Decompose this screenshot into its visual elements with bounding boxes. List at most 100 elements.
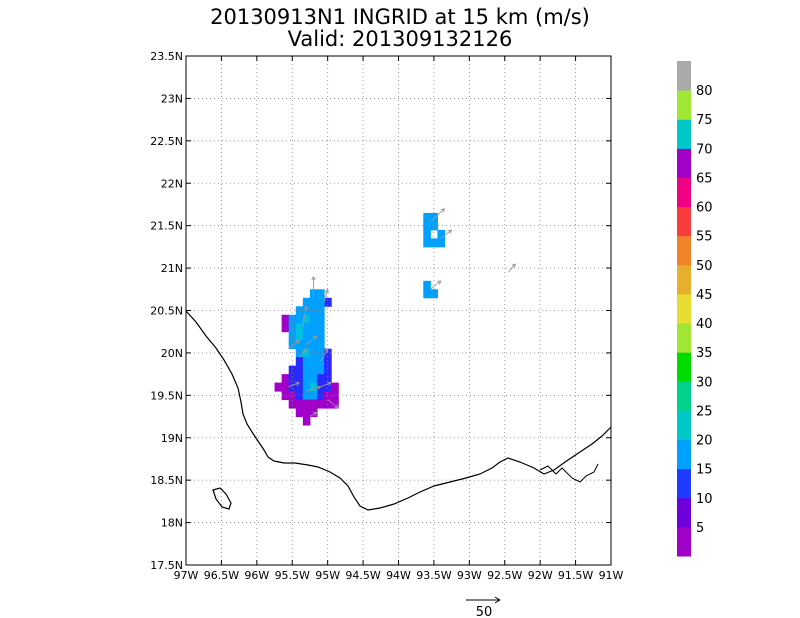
wind-vector-head: [311, 276, 316, 281]
x-tick-label: 97W: [174, 569, 199, 582]
wind-vector: [323, 289, 329, 303]
wind-cell: [288, 323, 297, 333]
colorbar-label: 45: [696, 288, 713, 303]
wind-cell: [309, 297, 318, 307]
wind-vector: [507, 263, 516, 273]
wind-cell: [295, 323, 304, 333]
lagoon-outline: [539, 463, 599, 483]
wind-cell: [302, 365, 311, 375]
y-axis-ticks: 17.5N 18N 18.5N 19N 19.5N 20N 20.5N 21N 21.5N 22N…: [150, 50, 611, 572]
wind-cell: [324, 374, 332, 384]
colorbar-label: 75: [696, 113, 713, 128]
wind-cell: [302, 416, 311, 426]
wind-cell: [295, 340, 304, 350]
y-tick-label: 23.5N: [150, 50, 183, 63]
x-tick-label: 96.5W: [204, 569, 239, 582]
wind-cell: [281, 323, 290, 333]
wind-vector: [440, 229, 452, 239]
chart-subtitle: Valid: 201309132126: [287, 27, 513, 51]
wind-vector-head: [313, 335, 318, 340]
wind-cell: [331, 382, 339, 392]
colorbar-swatch: [677, 352, 691, 382]
wind-cell: [430, 238, 438, 248]
colorbar-swatch: [677, 177, 691, 208]
wind-cell: [324, 357, 332, 367]
wind-cell: [423, 238, 431, 248]
wind-cell: [324, 391, 332, 401]
colorbar-label: 35: [696, 346, 713, 361]
wind-cell: [324, 382, 332, 392]
colorbar-label: 40: [696, 317, 713, 332]
wind-cell: [317, 357, 325, 367]
reference-vector-label: 50: [476, 605, 493, 618]
wind-cell: [423, 280, 431, 290]
colorbar-label: 60: [696, 201, 713, 216]
y-tick-label: 20.5N: [150, 305, 183, 318]
colorbar-swatch: [677, 323, 691, 353]
wind-cell: [295, 408, 304, 418]
wind-cell: [437, 229, 446, 239]
wind-cell: [295, 306, 304, 316]
colorbar-swatch: [677, 381, 691, 411]
y-tick-label: 22N: [161, 177, 183, 190]
wind-cell: [281, 382, 290, 392]
x-tick-label: 91.5W: [558, 569, 593, 582]
wind-cell: [309, 382, 318, 392]
wind-cell: [295, 391, 304, 401]
wind-cell: [324, 297, 332, 307]
x-tick-label: 92W: [528, 569, 553, 582]
x-tick-label: 95W: [315, 569, 340, 582]
wind-cell: [302, 399, 311, 409]
wind-vector: [298, 348, 307, 358]
wind-cell: [423, 229, 431, 239]
wind-cell: [324, 365, 332, 375]
colorbar-swatch: [677, 119, 691, 149]
wind-cell: [288, 382, 297, 392]
wind-vector-head: [313, 411, 318, 416]
wind-vector: [430, 280, 442, 290]
colorbar-swatch: [677, 206, 691, 237]
colorbar-swatch: [677, 264, 691, 295]
wind-cell: [302, 374, 311, 384]
colorbar-label: 50: [696, 259, 713, 274]
wind-cell: [295, 348, 304, 358]
y-tick-label: 20N: [161, 347, 183, 360]
wind-cell: [274, 382, 283, 392]
wind-cell: [317, 314, 325, 324]
wind-vector: [320, 348, 329, 362]
wind-cell: [302, 408, 311, 418]
colorbar-label: 70: [696, 142, 713, 157]
wind-cell: [288, 314, 297, 324]
wind-cell: [423, 212, 431, 222]
wind-cell: [295, 314, 304, 324]
x-tick-label: 95.5W: [275, 569, 310, 582]
wind-cell: [423, 221, 431, 231]
wind-cell: [288, 391, 297, 401]
wind-cell: [437, 238, 446, 248]
colorbar-swatch: [677, 526, 691, 557]
colorbar-label: 65: [696, 171, 713, 186]
colorbar-label: 5: [696, 521, 704, 536]
x-axis-ticks: 97W 96.5W 96W 95.5W 95W 94.5W 94W 93.5W 93W 92.5W…: [174, 56, 624, 582]
colorbar-label: 25: [696, 404, 713, 419]
colorbar-swatch: [677, 148, 691, 178]
wind-cell: [309, 374, 318, 384]
wind-vector-head: [447, 229, 453, 234]
y-tick-label: 19N: [161, 432, 183, 445]
wind-cell: [295, 357, 304, 367]
wind-vector-head: [334, 404, 339, 409]
wind-cell: [302, 297, 311, 307]
colorbar-label: 20: [696, 434, 713, 449]
wind-cell: [288, 374, 297, 384]
wind-cell: [317, 374, 325, 384]
x-tick-label: 94W: [386, 569, 411, 582]
reference-arrow-head: [494, 596, 501, 604]
colorbar-swatch: [677, 90, 691, 120]
wind-vector-head: [295, 339, 300, 345]
wind-vector-head: [440, 208, 445, 213]
y-tick-label: 19.5N: [150, 389, 183, 402]
x-tick-label: 94.5W: [345, 569, 380, 582]
wind-vector-head: [436, 280, 442, 285]
y-tick-label: 22.5N: [150, 135, 183, 148]
wind-cell: [317, 348, 325, 358]
